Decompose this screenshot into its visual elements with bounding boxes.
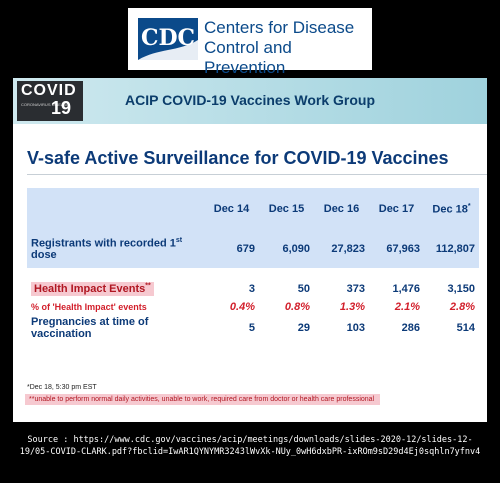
table-row: % of 'Health Impact' events 0.4% 0.8% 1.…: [27, 298, 479, 316]
table-cell: 50: [297, 283, 310, 295]
table-cell: 5: [248, 322, 255, 334]
table-cell: 0.4%: [229, 301, 255, 313]
surveillance-table: Dec 14 Dec 15 Dec 16 Dec 17 Dec 18* Regi…: [27, 188, 479, 340]
footnote-time: *Dec 18, 5:30 pm EST: [27, 384, 97, 391]
table-cell: 27,823: [314, 230, 369, 268]
table-cell: 286: [401, 322, 420, 334]
table-cell: 1,476: [392, 283, 420, 295]
row-label-text: Registrants with recorded 1: [31, 237, 176, 250]
header-date: Dec 15: [259, 188, 314, 230]
footnote-mark: *: [467, 202, 471, 210]
covid-logo-number: 19: [51, 98, 72, 118]
slide: COVID CORONAVIRUS DISEASE 19 ACIP COVID-…: [13, 78, 487, 422]
header-date: Dec 16: [314, 188, 369, 230]
table-row: Registrants with recorded 1st dose 679 6…: [27, 230, 479, 268]
table-cell: 6,090: [259, 230, 314, 268]
table-cell: 3,150: [447, 283, 475, 295]
row-label-tail: dose: [31, 249, 57, 262]
table-row: Pregnancies at time of vaccination 5 29 …: [27, 316, 479, 340]
ordinal-suffix: st: [175, 236, 183, 244]
table-header-row: Dec 14 Dec 15 Dec 16 Dec 17 Dec 18*: [27, 188, 479, 230]
table-cell: 2.1%: [394, 301, 420, 313]
covid19-logo: COVID CORONAVIRUS DISEASE 19: [17, 81, 83, 121]
header-empty-cell: [27, 188, 204, 230]
banner-title: ACIP COVID-19 Vaccines Work Group: [125, 92, 376, 108]
row-label: Pregnancies at time of vaccination: [31, 316, 149, 340]
table-cell: 112,807: [424, 230, 479, 268]
footnote-mark: **: [145, 282, 151, 290]
title-divider: [27, 174, 487, 175]
table-cell: 67,963: [369, 230, 424, 268]
header-date: Dec 18: [432, 203, 468, 216]
header-date-dec18: Dec 18*: [424, 188, 479, 230]
table-cell: 103: [346, 322, 365, 334]
table-cell: 1.3%: [339, 301, 365, 313]
spacer-cell: [27, 268, 479, 280]
slide-title: V-safe Active Surveillance for COVID-19 …: [27, 148, 449, 168]
covid-logo-subtext: CORONAVIRUS DISEASE: [21, 102, 69, 107]
cdc-name-line1: Centers for Disease: [204, 18, 355, 37]
svg-text:CDC: CDC: [141, 25, 195, 51]
row-label: Health Impact Events**: [27, 280, 204, 298]
table-spacer: [27, 268, 479, 280]
banner: COVID CORONAVIRUS DISEASE 19 ACIP COVID-…: [13, 78, 487, 124]
table-cell: 0.8%: [284, 301, 310, 313]
table-cell: 3: [248, 283, 255, 295]
table-cell: 2.8%: [449, 301, 475, 313]
row-label: Registrants with recorded 1st dose: [27, 230, 204, 268]
highlighted-label: Health Impact Events**: [31, 282, 154, 297]
table-cell: 514: [456, 322, 475, 334]
cdc-logo: CDC Centers for Disease Control and Prev…: [128, 8, 372, 77]
table-cell: 29: [297, 322, 310, 334]
cdc-name: Centers for Disease Control and Preventi…: [204, 18, 372, 78]
row-label-text: Health Impact Events: [34, 283, 146, 296]
covid-logo-text: COVID: [21, 82, 77, 99]
cdc-mark-icon: CDC: [138, 18, 198, 60]
table-row: Health Impact Events** 3 50 373 1,476 3,…: [27, 280, 479, 298]
cdc-name-line2: Control and Prevention: [204, 38, 292, 77]
footnote-definition: **unable to perform normal daily activit…: [25, 394, 381, 405]
table-cell: 373: [346, 283, 365, 295]
row-label: % of 'Health Impact' events: [31, 302, 147, 312]
header-date: Dec 17: [369, 188, 424, 230]
table-cell: 679: [204, 230, 259, 268]
header-date: Dec 14: [204, 188, 259, 230]
source-citation: Source : https://www.cdc.gov/vaccines/ac…: [19, 435, 481, 457]
